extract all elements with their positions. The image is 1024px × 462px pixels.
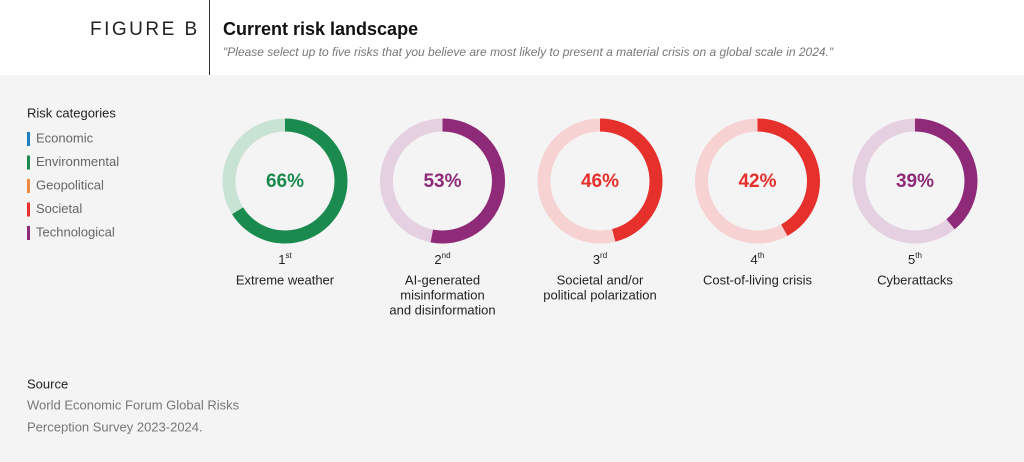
rank-label: 2nd: [434, 251, 450, 267]
category-label: Cyberattacks: [877, 272, 953, 287]
value-label: 66%: [266, 171, 304, 192]
legend-label: Technological: [36, 224, 115, 239]
value-label: 46%: [581, 171, 619, 192]
header-band: [0, 0, 1024, 75]
rank-label: 3rd: [593, 251, 607, 267]
legend-swatch: [27, 202, 30, 217]
source-text: World Economic Forum Global Risks: [27, 397, 240, 412]
source-text: Perception Survey 2023-2024.: [27, 419, 203, 434]
legend-swatch: [27, 226, 30, 240]
donut-arc: [537, 118, 663, 244]
rank-suffix: th: [915, 251, 922, 260]
donut-arc: [695, 118, 820, 244]
legend-swatch: [27, 132, 30, 146]
rank-label: 4th: [751, 251, 765, 267]
legend-label: Societal: [36, 201, 82, 216]
legend-label: Environmental: [36, 154, 119, 169]
rank-number: 2: [434, 252, 441, 267]
category-label: Cost-of-living crisis: [703, 272, 813, 287]
rank-label: 1st: [278, 251, 292, 267]
legend-swatch: [27, 179, 30, 193]
rank-suffix: th: [758, 251, 765, 260]
legend-label: Economic: [36, 130, 94, 145]
legend-title: Risk categories: [27, 105, 116, 120]
rank-suffix: nd: [442, 251, 451, 260]
donut-arc: [380, 118, 505, 244]
category-label: and disinformation: [389, 302, 495, 317]
rank-number: 5: [908, 252, 915, 267]
rank-number: 4: [751, 252, 758, 267]
value-label: 39%: [896, 171, 934, 192]
rank-label: 5th: [908, 251, 922, 267]
chart-title: Current risk landscape: [223, 19, 418, 39]
donut-arc: [852, 118, 978, 244]
rank-number: 3: [593, 252, 600, 267]
legend-swatch: [27, 155, 30, 170]
subtitle: "Please select up to five risks that you…: [223, 45, 834, 59]
rank-suffix: st: [286, 251, 293, 260]
category-label: Extreme weather: [236, 272, 335, 287]
category-label: AI-generated: [405, 272, 480, 287]
figure-label: FIGURE B: [90, 19, 200, 40]
rank-number: 1: [278, 252, 285, 267]
value-label: 53%: [423, 171, 461, 192]
legend-label: Geopolitical: [36, 177, 104, 192]
value-label: 42%: [738, 171, 776, 192]
category-label: misinformation: [400, 287, 485, 302]
category-label: political polarization: [543, 287, 656, 302]
rank-suffix: rd: [600, 251, 607, 260]
donut-arc: [222, 118, 348, 244]
category-label: Societal and/or: [557, 272, 644, 287]
source-title: Source: [27, 376, 68, 391]
